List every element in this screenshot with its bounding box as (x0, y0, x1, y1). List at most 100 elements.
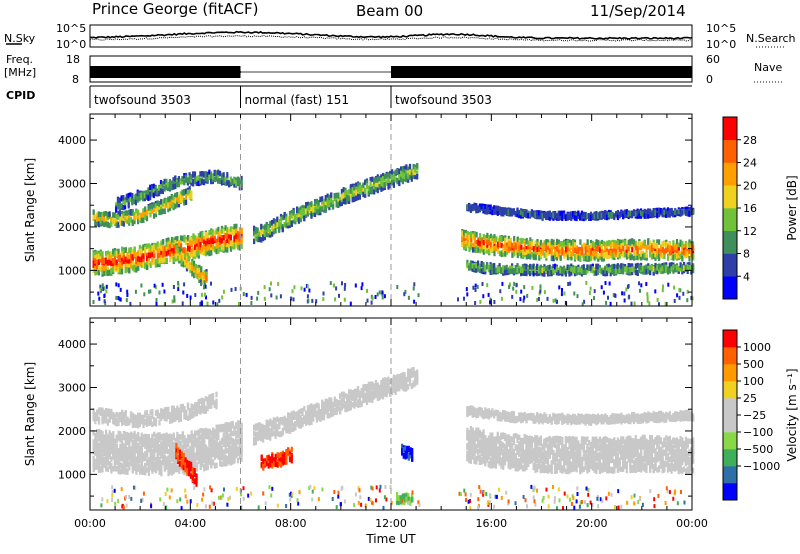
panel-0-cell (367, 185, 370, 192)
panel-0-cell (160, 249, 163, 255)
panel-0-floor-cell (648, 301, 651, 306)
panel-0-cell (238, 227, 241, 233)
panel-0-cell (222, 245, 225, 251)
panel-0-cell (147, 208, 150, 214)
panel-0-cell (401, 169, 404, 175)
panel-0-cell (478, 267, 481, 273)
panel-0-cell (262, 228, 265, 235)
noise-left-tick-top: 10^5 (56, 22, 87, 35)
panel-0-floor-cell (303, 287, 306, 292)
panel-0-cell (151, 208, 154, 214)
panel-0-cell (684, 264, 687, 271)
panel-0-cell (622, 210, 625, 217)
panel-0-cell (240, 228, 243, 234)
panel-0-floor-cell (105, 289, 108, 294)
panel-0-cell (151, 252, 154, 258)
panel-0-cell (219, 240, 222, 246)
panel-0-cell (122, 204, 125, 211)
panel-0-cell (622, 264, 625, 271)
panel-0-cell (568, 251, 571, 258)
panel-0-cell (600, 212, 603, 219)
panel-0-cell (525, 238, 528, 244)
panel-0-floor-cell (686, 298, 689, 303)
panel-0-cell (319, 196, 322, 203)
panel-0-cell (135, 252, 138, 258)
panel-0-cell (215, 248, 218, 255)
panel-0-floor-cell (97, 291, 100, 296)
panel-0-cell (217, 169, 220, 176)
panel-1-cell (108, 462, 111, 469)
panel-0-cell (324, 205, 327, 211)
panel-0-ytick-label-1: 2000 (58, 221, 86, 234)
panel-0-cell (677, 242, 680, 248)
panel-0-cell (217, 242, 220, 248)
panel-0-floor-cell (555, 299, 558, 304)
panel-0-cell (668, 267, 671, 274)
panel-0-cell (688, 242, 691, 249)
panel-0-cell (342, 192, 345, 198)
panel-0-cell (299, 216, 302, 223)
panel-0-floor-cell (161, 282, 164, 287)
panel-0-cell (235, 180, 238, 186)
panel-0-cell (546, 265, 550, 272)
panel-0-floor-cell (98, 296, 101, 301)
panel-0-cell (355, 182, 358, 188)
panel-0-cell (681, 256, 684, 262)
panel-0-cell (191, 264, 194, 271)
panel-0-cell (623, 209, 627, 216)
freq-label-line1: Freq. (6, 53, 34, 66)
panel-0-cell (496, 267, 499, 273)
panel-0-cell (201, 171, 204, 177)
panel-0-cell (573, 215, 576, 221)
panel-0-cell (105, 258, 108, 265)
panel-0-cell (654, 267, 657, 274)
colorbar-0-tick-label-6: 28 (743, 134, 757, 147)
panel-0-cell (577, 266, 580, 273)
panel-0-cell (385, 180, 388, 186)
panel-0-cell (128, 247, 131, 253)
panel-0-cell (226, 227, 229, 233)
panel-0-cell (185, 188, 188, 195)
panel-0-cell (369, 186, 372, 193)
panel-0-cell (333, 193, 336, 199)
panel-0-cell (622, 245, 625, 252)
panel-0-cell (645, 213, 648, 219)
panel-0-cell (310, 201, 313, 207)
panel-0-cell (672, 240, 675, 246)
panel-0-cell (670, 249, 673, 256)
panel-0-cell (160, 240, 163, 246)
panel-0-cell (175, 245, 178, 251)
panel-0-cell (516, 211, 519, 218)
noise-sky-line (90, 30, 693, 40)
panel-0-cell (484, 204, 487, 210)
panel-0-cell (391, 180, 394, 186)
panel-0-cell (500, 267, 503, 274)
panel-0-cell (463, 229, 466, 236)
panel-0-floor-cell (474, 301, 477, 305)
panel-0-floor-cell (311, 298, 314, 303)
panel-0-cell (176, 235, 179, 242)
panel-0-cell (575, 269, 578, 275)
panel-0-cell (659, 264, 662, 270)
panel-0-cell (380, 174, 383, 180)
panel-0-cell (631, 238, 634, 245)
panel-0-cell (365, 183, 369, 189)
panel-1-cell (97, 448, 101, 454)
panel-0-cell (641, 266, 644, 272)
panel-0-cell (577, 210, 580, 216)
panel-0-cell (674, 253, 677, 260)
panel-0-cell (552, 239, 555, 245)
panel-0-cell (162, 257, 165, 264)
panel-0-cell (330, 197, 333, 203)
panel-0-cell (661, 211, 664, 218)
panel-0-cell (348, 195, 351, 202)
panel-0-cell (149, 194, 152, 201)
panel-0-cell (616, 210, 619, 216)
panel-1-cell (128, 454, 131, 461)
panel-0-cell (385, 173, 388, 179)
panel-0-floor-cell (593, 289, 596, 294)
panel-0-cell (613, 269, 616, 276)
panel-0-cell (315, 203, 318, 210)
panel-0-cell (115, 250, 118, 257)
panel-0-cell (369, 177, 372, 183)
